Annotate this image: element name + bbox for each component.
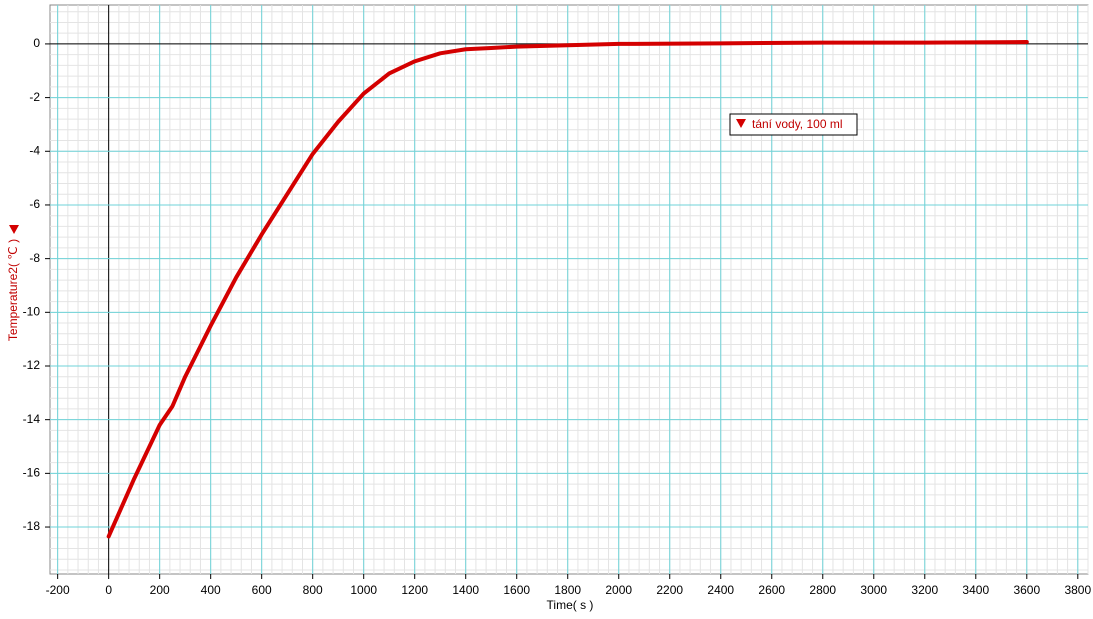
x-tick-label: 1000 <box>350 583 377 597</box>
plot-area <box>49 4 1089 575</box>
x-tick-label: 200 <box>150 583 170 597</box>
x-tick-label: 2200 <box>656 583 683 597</box>
y-tick-label: -2 <box>29 90 40 104</box>
x-tick-label: 3800 <box>1064 583 1091 597</box>
data-line <box>106 40 1029 539</box>
x-tick-label: 3200 <box>911 583 938 597</box>
y-label-marker <box>9 225 19 234</box>
x-tick-label: 3400 <box>962 583 989 597</box>
legend <box>729 113 858 136</box>
x-tick-label: 1400 <box>452 583 479 597</box>
y-tick-label: -4 <box>29 143 40 157</box>
x-tick-label: 2000 <box>605 583 632 597</box>
y-tick-label: -8 <box>29 251 40 265</box>
legend-marker <box>736 119 746 128</box>
y-tick-label: -16 <box>23 466 41 480</box>
x-axis-label: Time( s ) <box>547 598 594 612</box>
x-tick-label: 1800 <box>554 583 581 597</box>
y-tick-label: -12 <box>23 358 41 372</box>
y-tick-label: -14 <box>23 412 41 426</box>
grid <box>50 5 1089 574</box>
x-tick-label: 600 <box>252 583 272 597</box>
x-tick-label: 0 <box>105 583 112 597</box>
y-tick-label: 0 <box>33 36 40 50</box>
x-tick-label: 2800 <box>809 583 836 597</box>
y-tick-label: -18 <box>23 519 41 533</box>
legend-label: tání vody, 100 ml <box>752 117 843 131</box>
y-tick-label: -10 <box>23 304 41 318</box>
x-tick-label: 1200 <box>401 583 428 597</box>
x-tick-label: 3000 <box>860 583 887 597</box>
y-tick-label: -6 <box>29 197 40 211</box>
x-tick-label: 3600 <box>1013 583 1040 597</box>
x-tick-label: 1600 <box>503 583 530 597</box>
x-tick-label: 800 <box>303 583 323 597</box>
x-tick-label: 2400 <box>707 583 734 597</box>
x-tick-label: -200 <box>46 583 70 597</box>
y-axis-label: Temperature2( ℃ ) <box>6 239 20 341</box>
x-tick-label: 2600 <box>758 583 785 597</box>
x-tick-label: 400 <box>201 583 221 597</box>
